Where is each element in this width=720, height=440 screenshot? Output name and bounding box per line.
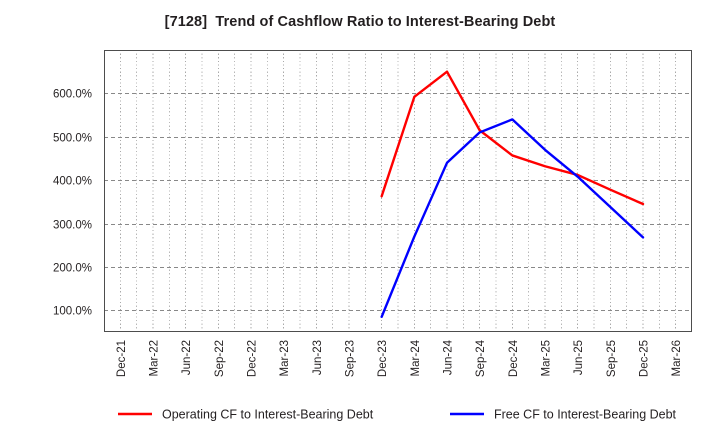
y-axis-tick-label: 500.0% [53,133,92,145]
x-axis-tick-label: Mar-26 [671,340,683,376]
x-axis-tick-label: Sep-24 [475,339,487,377]
x-axis-tick-label: Dec-25 [639,340,651,377]
data-series-lines [380,70,645,319]
x-axis-tick-label: Sep-22 [214,340,226,377]
x-axis-tick-label: Dec-23 [377,340,389,377]
x-axis-tick-label: Mar-22 [149,340,161,376]
x-axis-tick-label: Dec-22 [247,340,259,377]
chart-title: [7128] Trend of Cashflow Ratio to Intere… [164,14,556,30]
x-axis-tick-label: Mar-25 [541,340,553,376]
x-axis-tick-label: Mar-24 [410,339,422,376]
x-axis-tick-label: Sep-23 [345,340,357,377]
x-axis-tick-labels: Dec-21 Mar-22 Jun-22 Sep-22 Dec-22 Mar-23 Jun-… [116,339,683,377]
y-axis-tick-label: 100.0% [53,306,92,318]
x-axis-tick-label: Dec-24 [508,339,520,377]
y-axis-tick-label: 300.0% [53,220,92,232]
y-axis-tick-label: 400.0% [53,176,92,188]
x-axis-tick-label: Dec-21 [116,340,128,377]
x-axis-tick-label: Jun-22 [181,340,193,375]
x-axis-tick-label: Sep-25 [606,340,618,377]
x-axis-tick-label: Jun-25 [573,340,585,375]
legend-label: Operating CF to Interest-Bearing Debt [162,408,374,422]
x-axis-tick-label: Jun-24 [443,339,455,375]
legend-label: Free CF to Interest-Bearing Debt [494,408,677,422]
y-axis-tick-label: 600.0% [53,89,92,101]
y-axis-tick-label: 200.0% [53,263,92,275]
gridlines [104,50,692,332]
series-line [380,70,645,206]
y-axis-tick-labels: 100.0% 200.0% 300.0% 400.0% 500.0% 600.0% [53,89,92,318]
series-line [380,118,645,319]
x-axis-tick-label: Jun-23 [312,340,324,375]
chart-legend: Operating CF to Interest-Bearing Debt Fre… [118,408,677,422]
axis-frame [104,50,692,332]
x-axis-tick-label: Mar-23 [279,340,291,376]
